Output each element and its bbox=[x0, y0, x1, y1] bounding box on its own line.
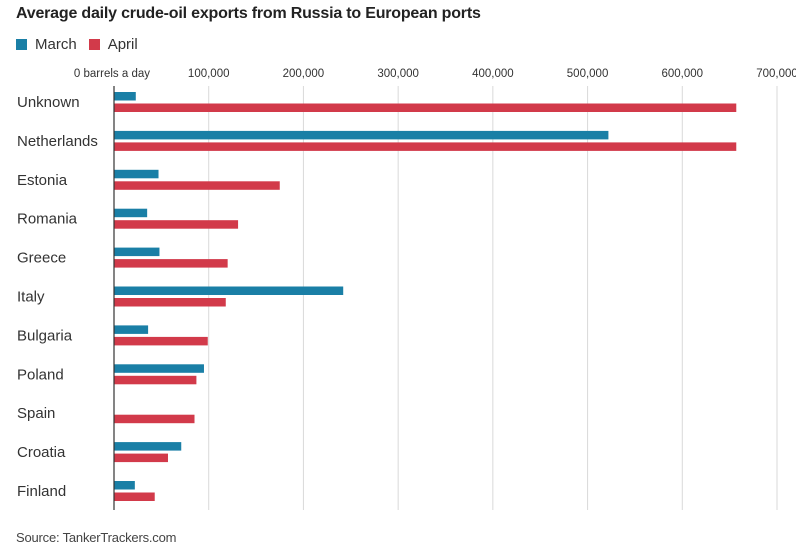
bar-march bbox=[114, 208, 148, 218]
category-label: Finland bbox=[17, 483, 66, 500]
bar-april bbox=[114, 375, 197, 385]
bar-april bbox=[114, 259, 228, 268]
bar-april bbox=[114, 453, 168, 463]
legend-label-march: March bbox=[35, 36, 77, 53]
category-label: Bulgaria bbox=[17, 327, 73, 344]
bar-march bbox=[114, 481, 135, 490]
bar-april bbox=[114, 298, 226, 307]
x-tick-label: 200,000 bbox=[283, 68, 325, 80]
bar-march bbox=[114, 130, 609, 140]
source-note: Source: TankerTrackers.com bbox=[16, 530, 177, 545]
category-label: Estonia bbox=[17, 172, 68, 189]
bar-april bbox=[114, 181, 280, 190]
legend-item-april: April bbox=[88, 36, 138, 53]
chart-title: Average daily crude-oil exports from Rus… bbox=[16, 5, 481, 22]
category-label: Spain bbox=[17, 405, 55, 422]
x-tick-label: 700,000 bbox=[756, 68, 796, 80]
legend-swatch-april bbox=[88, 39, 100, 50]
x-tick-label: 600,000 bbox=[661, 68, 703, 80]
x-tick-label: 300,000 bbox=[377, 68, 419, 80]
x-tick-label: 100,000 bbox=[188, 68, 230, 80]
category-label: Unknown bbox=[17, 94, 80, 111]
bar-april bbox=[114, 336, 208, 346]
bar-april bbox=[114, 103, 737, 112]
x-tick-label: 500,000 bbox=[567, 68, 609, 80]
bar-april bbox=[114, 414, 195, 424]
bar-march bbox=[114, 169, 159, 179]
bar-april bbox=[114, 492, 155, 501]
category-label: Poland bbox=[17, 366, 64, 383]
bar-march bbox=[114, 92, 136, 101]
x-tick-label: 400,000 bbox=[472, 68, 514, 80]
category-label: Netherlands bbox=[17, 133, 98, 150]
bar-march bbox=[114, 442, 182, 451]
bar-april bbox=[114, 142, 737, 151]
category-label: Italy bbox=[17, 289, 45, 306]
category-label: Romania bbox=[17, 211, 78, 228]
x-tick-label: 0 barrels a day bbox=[74, 68, 150, 80]
bar-april bbox=[114, 220, 239, 229]
bar-march bbox=[114, 286, 344, 295]
legend-item-march: March bbox=[16, 36, 77, 53]
bar-march bbox=[114, 364, 204, 373]
category-label: Greece bbox=[17, 250, 66, 267]
bar-march bbox=[114, 247, 160, 257]
legend: March April bbox=[16, 36, 150, 53]
bar-march bbox=[114, 325, 149, 334]
legend-swatch-march bbox=[16, 39, 27, 50]
category-label: Croatia bbox=[17, 444, 66, 461]
legend-label-april: April bbox=[107, 36, 138, 53]
